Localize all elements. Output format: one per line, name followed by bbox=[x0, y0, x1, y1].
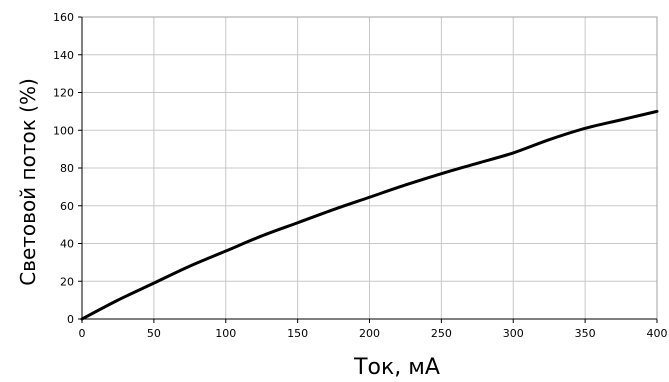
y-tick-label: 160 bbox=[53, 11, 74, 24]
y-tick-label: 80 bbox=[60, 162, 74, 175]
x-tick-label: 400 bbox=[647, 327, 668, 340]
x-axis-title: Ток, мА bbox=[353, 355, 440, 380]
y-tick-label: 60 bbox=[60, 200, 74, 213]
x-tick-label: 50 bbox=[147, 327, 161, 340]
series-line bbox=[80, 109, 659, 321]
x-tick-label: 250 bbox=[431, 327, 452, 340]
y-tick-label: 40 bbox=[60, 238, 74, 251]
y-tick-label: 20 bbox=[60, 275, 74, 288]
y-tick-label: 140 bbox=[53, 49, 74, 62]
x-tick-label: 150 bbox=[287, 327, 308, 340]
y-tick-label: 100 bbox=[53, 124, 74, 137]
x-tick-label: 100 bbox=[215, 327, 236, 340]
y-tick-label: 120 bbox=[53, 87, 74, 100]
x-tick-labels: 0 50 100 150 200 250 300 350 400 bbox=[79, 327, 668, 340]
y-axis-title: Световой поток (%) bbox=[16, 78, 40, 286]
x-tick-label: 300 bbox=[503, 327, 524, 340]
axes bbox=[78, 16, 658, 323]
x-tick-label: 350 bbox=[575, 327, 596, 340]
y-tick-label: 0 bbox=[67, 313, 74, 326]
y-tick-labels: 0 20 40 60 80 100 120 140 160 bbox=[53, 11, 74, 326]
grid bbox=[82, 16, 658, 319]
x-tick-label: 200 bbox=[359, 327, 380, 340]
x-tick-label: 0 bbox=[79, 327, 86, 340]
series-group bbox=[80, 109, 659, 321]
